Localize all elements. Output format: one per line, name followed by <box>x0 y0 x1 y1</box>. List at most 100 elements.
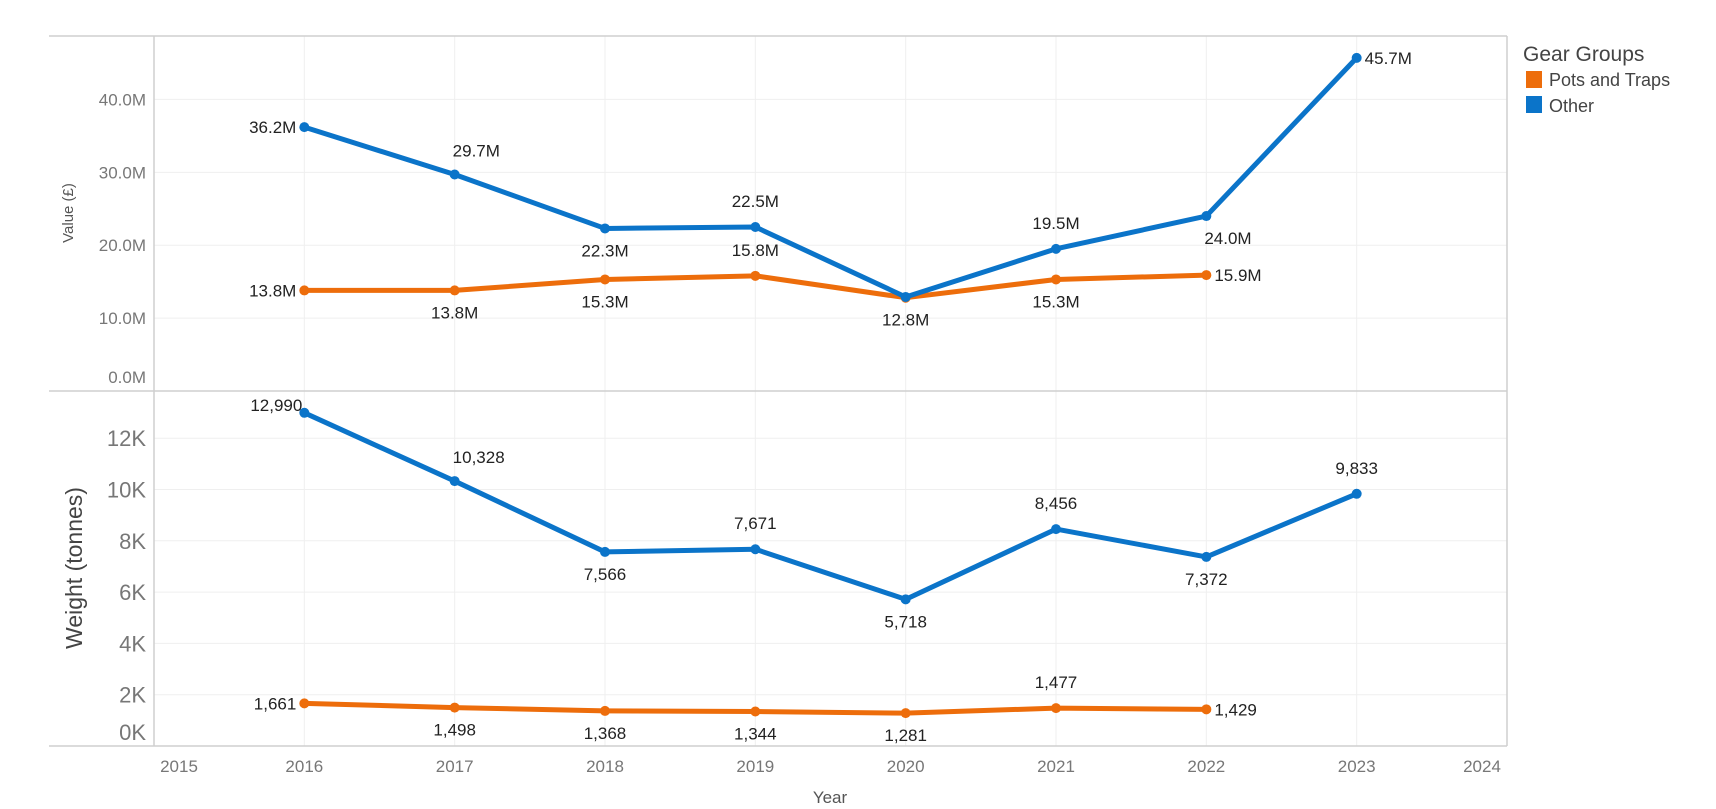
series-other: 36.2M 29.7M 22.3M 22.5M 19.5M 24.0M 45.7M <box>249 49 1412 302</box>
legend-title: Gear Groups <box>1523 43 1644 66</box>
y-tick-label: 6K <box>119 580 146 605</box>
legend-label-other[interactable]: Other <box>1549 96 1594 116</box>
legend-swatch-other <box>1526 96 1542 113</box>
x-tick-label: 2021 <box>1037 757 1075 776</box>
y-tick-label: 0.0M <box>108 368 146 387</box>
data-label: 7,566 <box>584 565 627 584</box>
x-tick-label: 2018 <box>586 757 624 776</box>
data-point[interactable] <box>750 544 761 555</box>
data-point[interactable] <box>1051 243 1061 254</box>
data-point[interactable] <box>600 546 610 557</box>
data-point[interactable] <box>1351 488 1362 499</box>
data-point[interactable] <box>1351 52 1362 63</box>
value-axis-title: Value (£) <box>60 183 77 243</box>
data-point[interactable] <box>600 274 610 285</box>
data-point[interactable] <box>900 708 911 719</box>
data-label: 8,456 <box>1035 494 1078 513</box>
data-label: 9,833 <box>1335 459 1378 478</box>
series-pots-and-traps: 1,661 1,498 1,368 1,344 1,281 1,477 1,429 <box>254 673 1257 745</box>
data-point[interactable] <box>900 594 911 605</box>
data-point[interactable] <box>1201 704 1212 715</box>
data-point[interactable] <box>299 407 310 418</box>
data-label: 13.8M <box>249 281 296 300</box>
data-label: 15.3M <box>581 292 628 311</box>
data-label: 1,281 <box>884 726 927 745</box>
x-tick-label: 2015 <box>160 757 198 776</box>
data-label: 1,429 <box>1214 700 1257 719</box>
data-label: 1,498 <box>433 721 476 740</box>
series-line <box>303 410 1358 602</box>
data-point[interactable] <box>900 291 911 302</box>
data-label: 22.3M <box>581 241 628 260</box>
series: 13.8M13.8M15.3M15.8M12.8M15.3M15.9M36.2M… <box>249 49 1412 745</box>
y-tick-label: 40.0M <box>99 90 146 109</box>
y-tick-label: 30.0M <box>99 163 146 182</box>
data-point[interactable] <box>1201 211 1212 222</box>
y-tick-label: 8K <box>119 529 146 554</box>
legend-label-pots-and-traps[interactable]: Pots and Traps <box>1549 70 1670 90</box>
data-point[interactable] <box>1201 270 1212 281</box>
data-point[interactable] <box>750 221 761 232</box>
panel-frames <box>49 35 1508 747</box>
data-label: 29.7M <box>453 142 500 161</box>
x-tick-label: 2023 <box>1338 757 1376 776</box>
data-label: 19.5M <box>1032 214 1079 233</box>
y-tick-label: 12K <box>107 426 146 451</box>
data-point[interactable] <box>1201 551 1212 562</box>
x-tick-label: 2020 <box>887 757 925 776</box>
series-line <box>303 56 1359 300</box>
x-tick-label: 2016 <box>285 757 323 776</box>
series-pots-and-traps: 13.8M 13.8M 15.3M 15.8M 12.8M 15.3M 15.9M <box>249 241 1262 330</box>
data-point[interactable] <box>299 122 310 133</box>
y-tick-label: 10K <box>107 477 146 502</box>
data-point[interactable] <box>750 706 761 717</box>
data-label: 15.3M <box>1032 292 1079 311</box>
data-point[interactable] <box>449 702 460 713</box>
data-label: 15.9M <box>1214 266 1261 285</box>
data-label: 12,990 <box>250 396 302 415</box>
data-point[interactable] <box>1051 274 1061 285</box>
y-tick-label: 2K <box>119 683 146 708</box>
data-label: 7,372 <box>1185 570 1228 589</box>
x-tick-label: 2022 <box>1187 757 1225 776</box>
data-point[interactable] <box>600 705 610 716</box>
x-tick-label: 2024 <box>1463 757 1501 776</box>
data-label: 1,477 <box>1035 673 1078 692</box>
data-point[interactable] <box>449 476 460 487</box>
legend-swatch-pots-and-traps <box>1526 71 1542 88</box>
data-label: 1,368 <box>584 724 627 743</box>
x-axis-title: Year <box>813 788 848 804</box>
data-label: 13.8M <box>431 303 478 322</box>
gridlines <box>153 36 1508 746</box>
data-label: 10,328 <box>453 448 505 467</box>
y-tick-label: 20.0M <box>99 236 146 255</box>
data-point[interactable] <box>449 285 460 296</box>
data-label: 24.0M <box>1204 229 1251 248</box>
legend: Gear Groups Pots and Traps Other <box>1523 43 1670 116</box>
tick-labels: 2015 2016 2017 2018 2019 2020 2021 2022 2023 2024… <box>99 90 1501 776</box>
data-point[interactable] <box>1051 703 1061 714</box>
x-tick-label: 2017 <box>436 757 474 776</box>
data-label: 22.5M <box>732 192 779 211</box>
series-other: 12,990 10,328 7,566 7,671 5,718 8,456 7,372 9,8… <box>250 396 1378 632</box>
weight-axis-title: Weight (tonnes) <box>61 487 87 649</box>
data-point[interactable] <box>750 270 761 281</box>
data-label: 36.2M <box>249 118 296 137</box>
data-label: 5,718 <box>884 612 927 631</box>
data-label: 1,661 <box>254 694 297 713</box>
y-tick-label: 0K <box>119 720 146 745</box>
data-point[interactable] <box>1051 524 1061 535</box>
x-tick-label: 2019 <box>736 757 774 776</box>
data-point[interactable] <box>299 285 310 296</box>
data-point[interactable] <box>299 698 310 709</box>
data-label: 15.8M <box>732 241 779 260</box>
data-label: 45.7M <box>1365 49 1412 68</box>
data-label: 1,344 <box>734 725 777 744</box>
y-tick-label: 10.0M <box>99 309 146 328</box>
data-point[interactable] <box>449 169 460 180</box>
data-label: 12.8M <box>882 311 929 330</box>
data-label: 7,671 <box>734 514 777 533</box>
y-tick-label: 4K <box>119 631 146 656</box>
data-point[interactable] <box>600 223 610 234</box>
